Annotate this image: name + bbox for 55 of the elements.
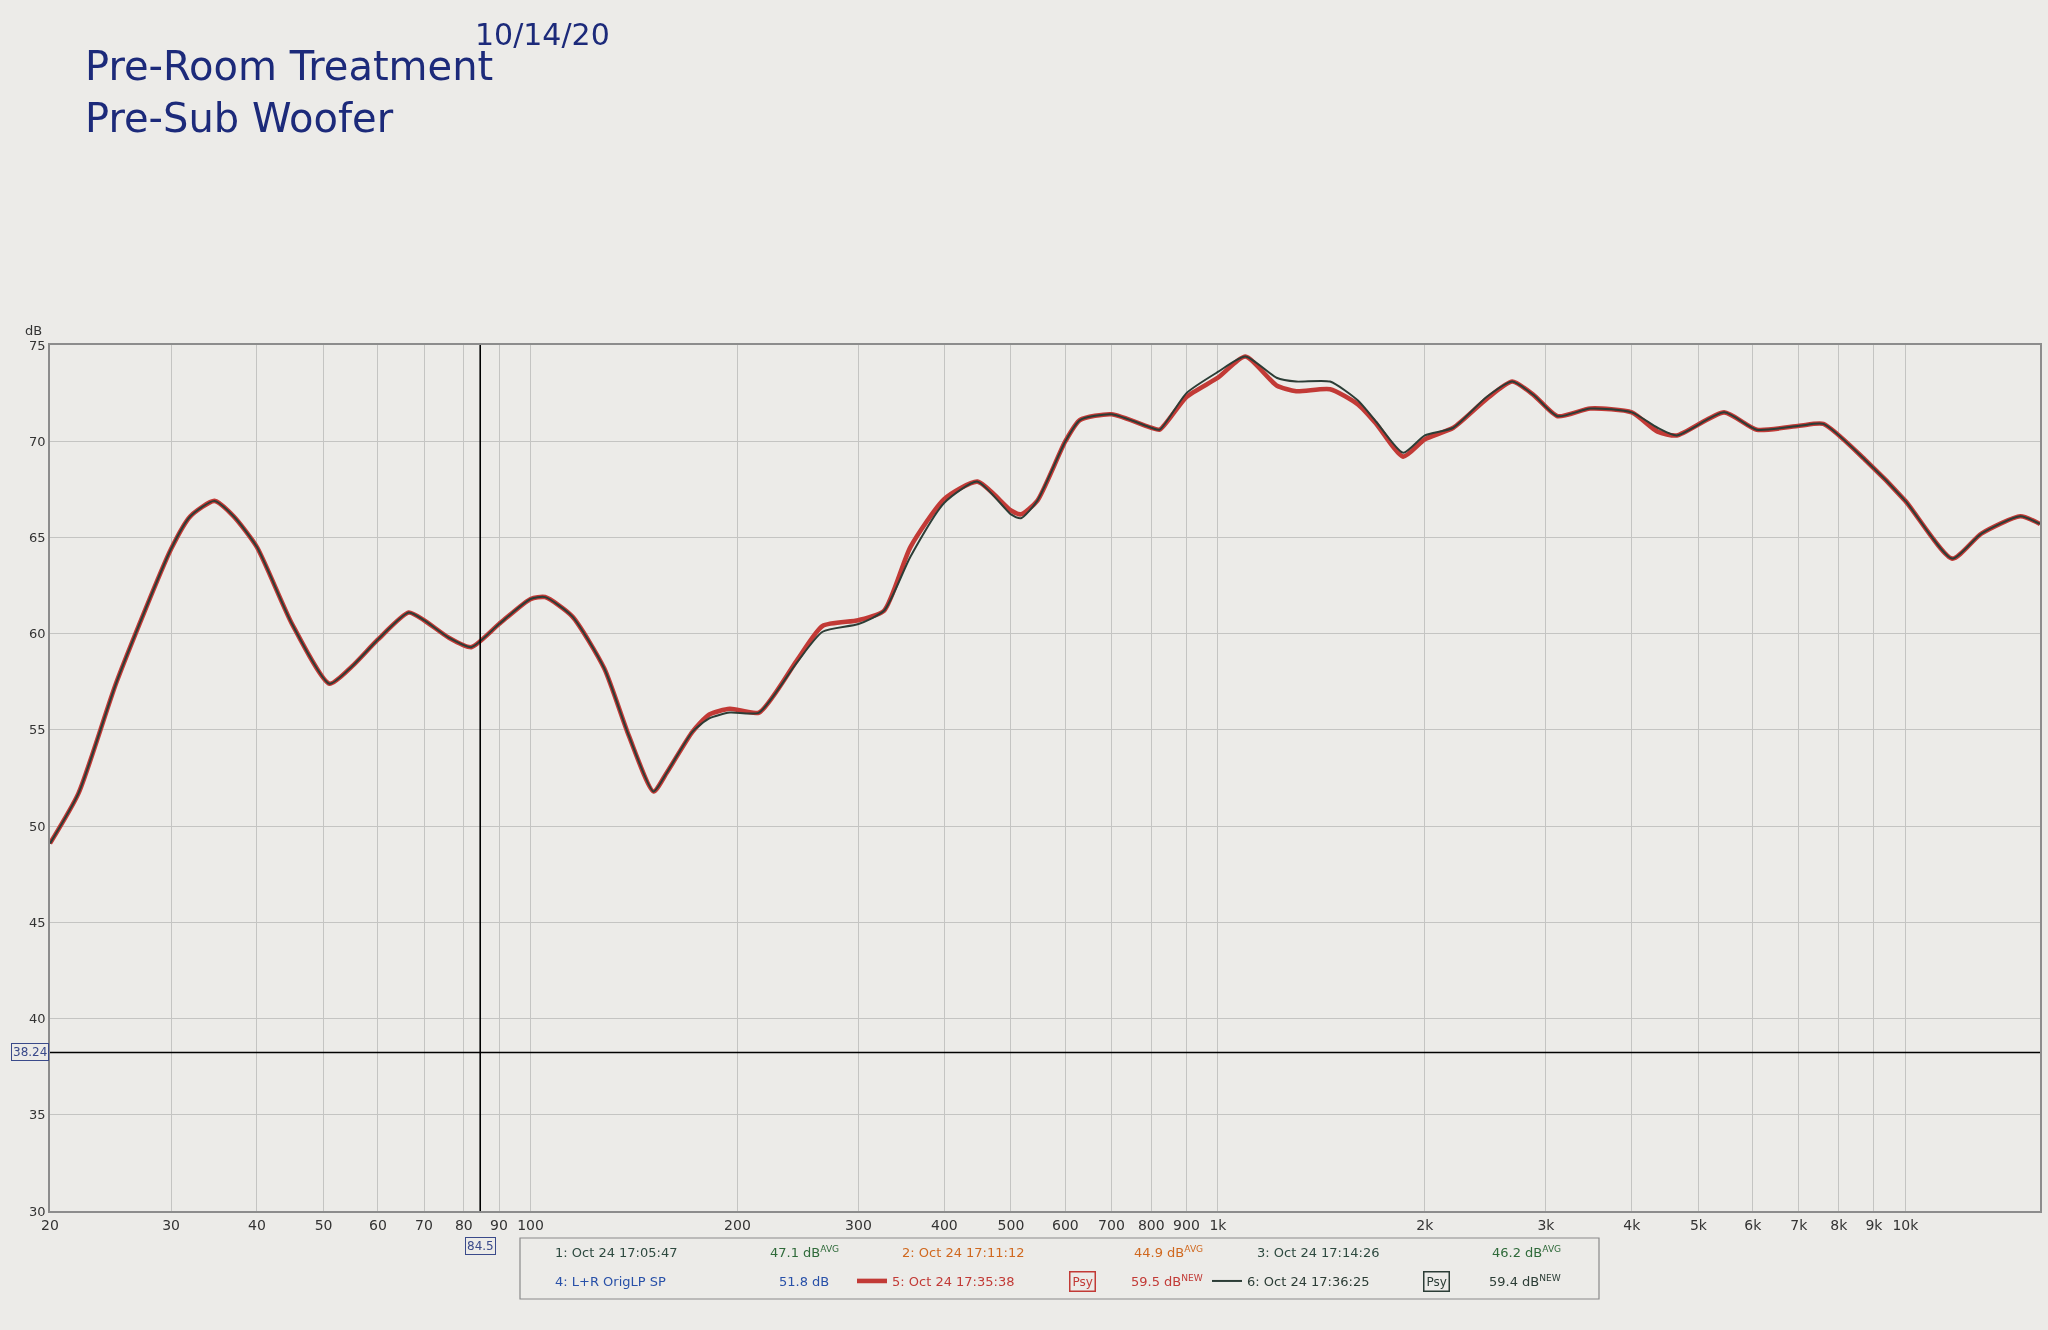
- text: Psy: [1426, 1274, 1447, 1289]
- x-tick-label: 900: [1173, 1216, 1200, 1233]
- x-tick-label: 200: [724, 1216, 751, 1233]
- x-tick-label: 7k: [1790, 1216, 1809, 1233]
- legend-label: 6: Oct 24 17:36:25: [1247, 1274, 1370, 1290]
- y-tick-label: 30: [29, 1203, 46, 1219]
- legend-label: 5: Oct 24 17:35:38: [892, 1274, 1015, 1290]
- ref-line-label: 38.24: [13, 1045, 48, 1059]
- x-tick-label: 4k: [1623, 1216, 1642, 1233]
- text: Psy: [1072, 1274, 1093, 1289]
- x-tick-label: 5k: [1689, 1216, 1708, 1233]
- x-tick-label: 800: [1137, 1216, 1165, 1233]
- x-tick-label: 40: [248, 1216, 266, 1233]
- text: 1: Oct 24 17:05:47: [555, 1245, 678, 1260]
- x-tick-label: 1k: [1209, 1216, 1228, 1233]
- x-tick-label: 50: [314, 1216, 333, 1233]
- y-tick-label: 55: [29, 722, 46, 738]
- text: 47.1 dB$^{AVG}$: [770, 1244, 840, 1261]
- y-axis-title: dB: [25, 323, 43, 338]
- text: 3: Oct 24 17:14:26: [1257, 1245, 1380, 1260]
- x-tick-label: 80: [454, 1216, 473, 1233]
- x-tick-label: 30: [162, 1216, 180, 1233]
- x-tick-label: 400: [930, 1216, 958, 1233]
- x-tick-label: 2k: [1416, 1216, 1435, 1233]
- x-tick-label: 500: [997, 1216, 1025, 1233]
- text: 44.9 dB$^{AVG}$: [1134, 1244, 1204, 1261]
- x-tick-label: 3k: [1537, 1216, 1556, 1233]
- x-tick-label: 60: [369, 1216, 387, 1233]
- x-tick-label: 8k: [1830, 1216, 1849, 1233]
- text: 4: L+R OrigLP SP: [555, 1274, 666, 1289]
- text: 46.2 dB$^{AVG}$: [1492, 1244, 1562, 1261]
- x-tick-label: 70: [415, 1216, 433, 1233]
- x-tick-label: 90: [490, 1216, 508, 1233]
- y-tick-label: 50: [29, 818, 46, 834]
- x-tick-label: 9k: [1865, 1216, 1884, 1233]
- y-tick-label: 65: [29, 529, 46, 545]
- x-tick-label: 600: [1052, 1216, 1079, 1233]
- x-tick-label: 100: [517, 1216, 544, 1233]
- y-tick-label: 70: [29, 433, 46, 449]
- ref-line-label: 84.5: [467, 1239, 494, 1253]
- text: 2: Oct 24 17:11:12: [902, 1245, 1025, 1260]
- x-tick-label: 700: [1098, 1216, 1125, 1233]
- y-tick-label: 75: [29, 337, 46, 353]
- text: 59.4 dB$^{NEW}$: [1489, 1273, 1561, 1290]
- x-tick-label: 6k: [1744, 1216, 1763, 1233]
- x-tick-label: 300: [845, 1216, 872, 1233]
- x-tick-label: 10k: [1892, 1216, 1920, 1233]
- y-tick-label: 35: [29, 1107, 46, 1123]
- text: 59.5 dB$^{NEW}$: [1131, 1273, 1203, 1290]
- y-tick-label: 60: [29, 626, 46, 642]
- text: 51.8 dB: [779, 1274, 830, 1289]
- y-tick-label: 45: [29, 914, 46, 930]
- x-tick-label: 20: [41, 1216, 59, 1233]
- text: 10/14/20: [475, 17, 610, 52]
- y-tick-label: 40: [29, 1011, 46, 1027]
